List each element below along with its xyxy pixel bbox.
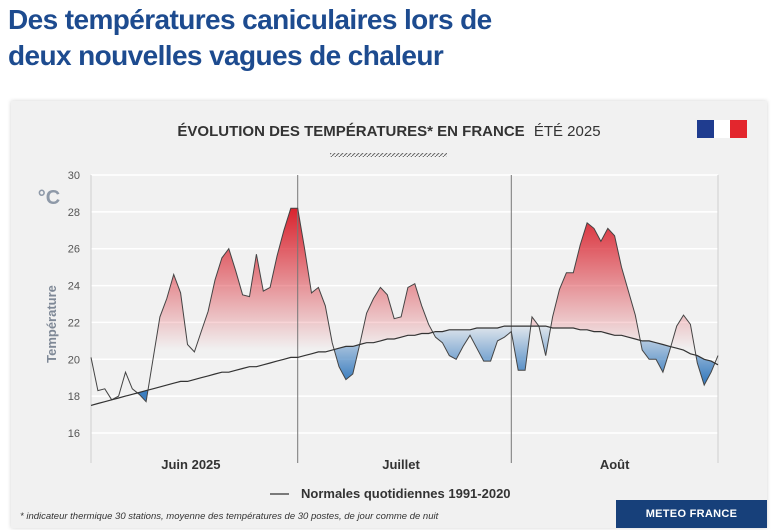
cool-anomaly-area-1	[137, 390, 148, 402]
french-republic-flag-logo	[697, 120, 747, 138]
chart-title-light: ÉTÉ 2025	[534, 123, 601, 140]
warm-anomaly-area-4	[359, 283, 433, 345]
flag-red	[730, 120, 747, 138]
cool-anomaly-area-5	[432, 326, 531, 371]
y-tick-28: 28	[68, 207, 80, 219]
warm-anomaly-area-10	[670, 315, 696, 356]
unit-label: °C	[38, 187, 60, 209]
y-tick-20: 20	[68, 354, 80, 366]
y-axis-label: Température	[44, 285, 59, 363]
meteo-france-badge[interactable]: METEO FRANCE	[616, 500, 767, 528]
anomaly-areas	[91, 208, 718, 406]
cool-anomaly-area-9	[640, 340, 671, 373]
headline: Des températures caniculaires lors de de…	[8, 2, 568, 74]
month-label-0: Juin 2025	[161, 457, 220, 472]
series-lines	[90, 207, 719, 406]
cool-anomaly-area-11	[696, 355, 715, 386]
y-tick-26: 26	[68, 244, 80, 256]
headline-line-1: Des températures caniculaires lors de	[8, 4, 492, 35]
flag-blue	[697, 120, 714, 138]
title-underline	[330, 153, 447, 157]
warm-anomaly-area-8	[550, 222, 641, 341]
chart-title: ÉVOLUTION DES TEMPÉRATURES* EN FRANCE ÉT…	[177, 123, 600, 140]
chart-title-bold: ÉVOLUTION DES TEMPÉRATURES* EN FRANCE	[177, 123, 524, 140]
y-tick-16: 16	[68, 428, 80, 440]
y-tick-30: 30	[68, 170, 80, 182]
y-tick-labels: 16 18 20 22 24 26 28 30	[68, 170, 80, 440]
y-tick-22: 22	[68, 317, 80, 329]
month-label-1: Juillet	[382, 457, 420, 472]
month-labels: Juin 2025 Juillet Août	[161, 457, 630, 472]
month-label-2: Août	[600, 457, 630, 472]
warm-anomaly-area-0	[91, 357, 138, 406]
flag-white	[714, 120, 730, 138]
warm-anomaly-area-2	[148, 208, 335, 391]
cool-anomaly-area-7	[538, 326, 551, 356]
y-tick-18: 18	[68, 391, 80, 403]
headline-line-2: deux nouvelles vagues de chaleur	[8, 40, 444, 71]
month-separators	[90, 175, 719, 463]
normals-line	[90, 325, 719, 406]
observed-temperature-line	[90, 207, 719, 403]
footnote: * indicateur thermique 30 stations, moye…	[20, 511, 439, 522]
legend-label: Normales quotidiennes 1991-2020	[301, 486, 511, 501]
y-tick-24: 24	[68, 281, 80, 293]
